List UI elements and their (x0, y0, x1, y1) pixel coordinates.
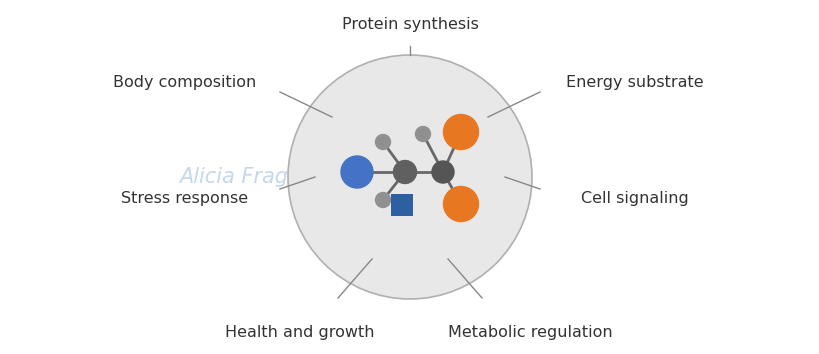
Circle shape (375, 193, 390, 207)
Circle shape (341, 156, 373, 188)
Bar (391, 194, 413, 216)
Circle shape (415, 126, 430, 142)
Circle shape (443, 114, 478, 149)
Circle shape (393, 160, 416, 183)
Circle shape (375, 135, 390, 149)
Text: Alicia Fraga: Alicia Fraga (179, 167, 301, 187)
Text: Energy substrate: Energy substrate (565, 74, 703, 90)
Circle shape (443, 187, 478, 222)
Circle shape (287, 55, 532, 299)
Text: Health and growth: Health and growth (225, 325, 374, 339)
Text: Protein synthesis: Protein synthesis (342, 17, 477, 32)
Circle shape (432, 161, 454, 183)
Text: Body composition: Body composition (113, 74, 256, 90)
Text: Metabolic regulation: Metabolic regulation (447, 325, 612, 339)
Text: Cell signaling: Cell signaling (581, 192, 688, 206)
Text: Stress response: Stress response (121, 192, 248, 206)
